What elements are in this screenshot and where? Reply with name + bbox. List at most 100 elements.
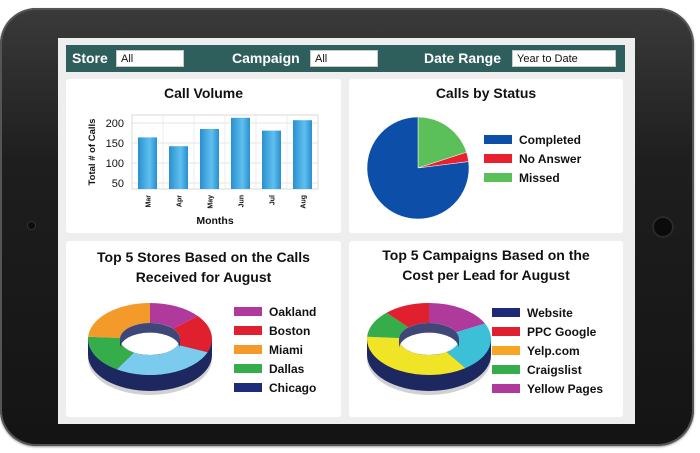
legend-swatch: [234, 364, 262, 373]
legend-swatch: [484, 135, 512, 144]
legend-swatch: [492, 346, 520, 355]
pie-slice-completed[interactable]: [366, 116, 470, 220]
bar-jun[interactable]: [231, 117, 250, 189]
legend-label: Yellow Pages: [527, 381, 604, 396]
legend-item-chicago[interactable]: Chicago: [234, 378, 316, 397]
calls-by-status-panel: Calls by Status Completed No Answer Missed: [349, 79, 623, 233]
legend-label: Craigslist: [527, 362, 582, 377]
legend-swatch: [492, 365, 520, 374]
donut-slice-3[interactable]: [87, 336, 134, 370]
top-campaigns-panel: Top 5 Campaigns Based on the Cost per Le…: [349, 241, 623, 417]
y-tick-label: 100: [106, 158, 124, 170]
donut-slice-4[interactable]: [88, 303, 150, 338]
legend-item-miami[interactable]: Miami: [234, 340, 316, 359]
donut-slice-0[interactable]: [150, 303, 198, 329]
legend-label: No Answer: [519, 151, 582, 166]
x-tick-label: May: [208, 195, 215, 209]
legend-label: Missed: [519, 170, 560, 185]
top-campaigns-legend: Website PPC Google Yelp.com Craigslist Yello…: [492, 303, 603, 398]
x-tick-label: Jul: [270, 195, 277, 205]
x-tick-label: Mar: [146, 195, 153, 208]
legend-item-ppc-google[interactable]: PPC Google: [492, 322, 603, 341]
calls-by-status-chart: [366, 116, 470, 220]
donut-inner-wall: [399, 323, 459, 349]
legend-label: Website: [527, 305, 573, 320]
campaign-filter-label: Campaign: [232, 50, 300, 66]
legend-swatch: [492, 384, 520, 393]
bar-jul[interactable]: [262, 130, 281, 189]
x-tick-label: Apr: [177, 195, 184, 207]
legend-label: Boston: [269, 323, 311, 338]
legend-item-oakland[interactable]: Oakland: [234, 302, 316, 321]
top-stores-title-line2: Received for August: [135, 269, 272, 285]
top-campaigns-title: Top 5 Campaigns Based on the Cost per Le…: [349, 245, 623, 285]
calls-by-status-title: Calls by Status: [435, 85, 537, 101]
home-button[interactable]: [652, 216, 674, 238]
legend-item-website[interactable]: Website: [492, 303, 603, 322]
legend-label: Dallas: [269, 361, 305, 376]
bar-mar[interactable]: [138, 137, 157, 189]
tablet-frame: Store All Campaign All Date Range Year t…: [0, 8, 694, 446]
x-tick-label: Jun: [239, 195, 246, 207]
top-stores-title-line1: Top 5 Stores Based on the Calls: [97, 249, 310, 265]
donut-slice-2[interactable]: [116, 344, 208, 375]
top-stores-chart: [87, 303, 212, 395]
top-campaigns-chart: [367, 303, 491, 395]
legend-item-missed[interactable]: Missed: [484, 168, 581, 187]
legend-item-completed[interactable]: Completed: [484, 130, 581, 149]
legend-swatch: [234, 326, 262, 335]
store-select[interactable]: All: [116, 50, 184, 67]
dashboard-screen: Store All Campaign All Date Range Year t…: [58, 38, 635, 424]
date-range-filter-label: Date Range: [424, 50, 502, 66]
legend-label: Oakland: [269, 304, 317, 319]
legend-item-boston[interactable]: Boston: [234, 321, 316, 340]
x-axis-label: Months: [196, 215, 233, 227]
legend-swatch: [492, 327, 520, 336]
call-volume-chart: 50 100 150 200 Mar Apr May Jun Jul Aug Total # of …: [87, 114, 319, 227]
legend-label: Yelp.com: [527, 343, 580, 358]
bar-aug[interactable]: [293, 120, 312, 189]
legend-swatch: [484, 154, 512, 163]
filter-bar: Store All Campaign All Date Range Year t…: [66, 45, 625, 72]
y-tick-label: 200: [106, 118, 124, 130]
legend-item-craigslist[interactable]: Craigslist: [492, 360, 603, 379]
top-campaigns-title-line2: Cost per Lead for August: [402, 267, 570, 283]
campaign-select[interactable]: All: [310, 50, 378, 67]
calls-by-status-legend: Completed No Answer Missed: [484, 130, 581, 187]
top-stores-legend: Oakland Boston Miami Dallas Chicago: [234, 302, 316, 397]
donut-slice-0[interactable]: [429, 303, 486, 333]
call-volume-panel: Call Volume 50 100 150 200 Mar Apr May Jun Jul Au…: [66, 79, 341, 233]
donut-slice-2[interactable]: [367, 336, 466, 375]
donut-slice-4[interactable]: [386, 303, 429, 328]
bar-may[interactable]: [200, 129, 219, 189]
legend-label: PPC Google: [527, 324, 597, 339]
pie-slice-missed[interactable]: [417, 116, 467, 169]
legend-item-dallas[interactable]: Dallas: [234, 359, 316, 378]
legend-item-no-answer[interactable]: No Answer: [484, 149, 581, 168]
y-tick-label: 150: [106, 138, 124, 150]
legend-swatch: [234, 307, 262, 316]
donut-slice-1[interactable]: [446, 323, 491, 369]
legend-swatch: [234, 383, 262, 392]
legend-label: Miami: [269, 342, 304, 357]
front-camera: [28, 222, 35, 229]
y-axis-label: Total # of Calls: [87, 119, 98, 186]
legend-label: Chicago: [269, 380, 317, 395]
date-range-select[interactable]: Year to Date: [512, 50, 616, 67]
top-stores-panel: Top 5 Stores Based on the Calls Received…: [66, 241, 341, 417]
legend-swatch: [234, 345, 262, 354]
top-campaigns-title-line1: Top 5 Campaigns Based on the: [382, 247, 590, 263]
store-filter-label: Store: [72, 50, 108, 66]
legend-swatch: [492, 308, 520, 317]
legend-label: Completed: [519, 132, 582, 147]
donut-slice-1[interactable]: [173, 316, 212, 353]
legend-swatch: [484, 173, 512, 182]
y-tick-label: 50: [112, 178, 124, 190]
donut-slice-3[interactable]: [367, 312, 409, 338]
call-volume-title: Call Volume: [163, 85, 244, 101]
bar-apr[interactable]: [169, 146, 188, 189]
donut-inner-wall: [120, 323, 180, 349]
legend-item-yellow-pages[interactable]: Yellow Pages: [492, 379, 603, 398]
top-stores-title: Top 5 Stores Based on the Calls Received…: [66, 247, 341, 287]
legend-item-yelp-com[interactable]: Yelp.com: [492, 341, 603, 360]
